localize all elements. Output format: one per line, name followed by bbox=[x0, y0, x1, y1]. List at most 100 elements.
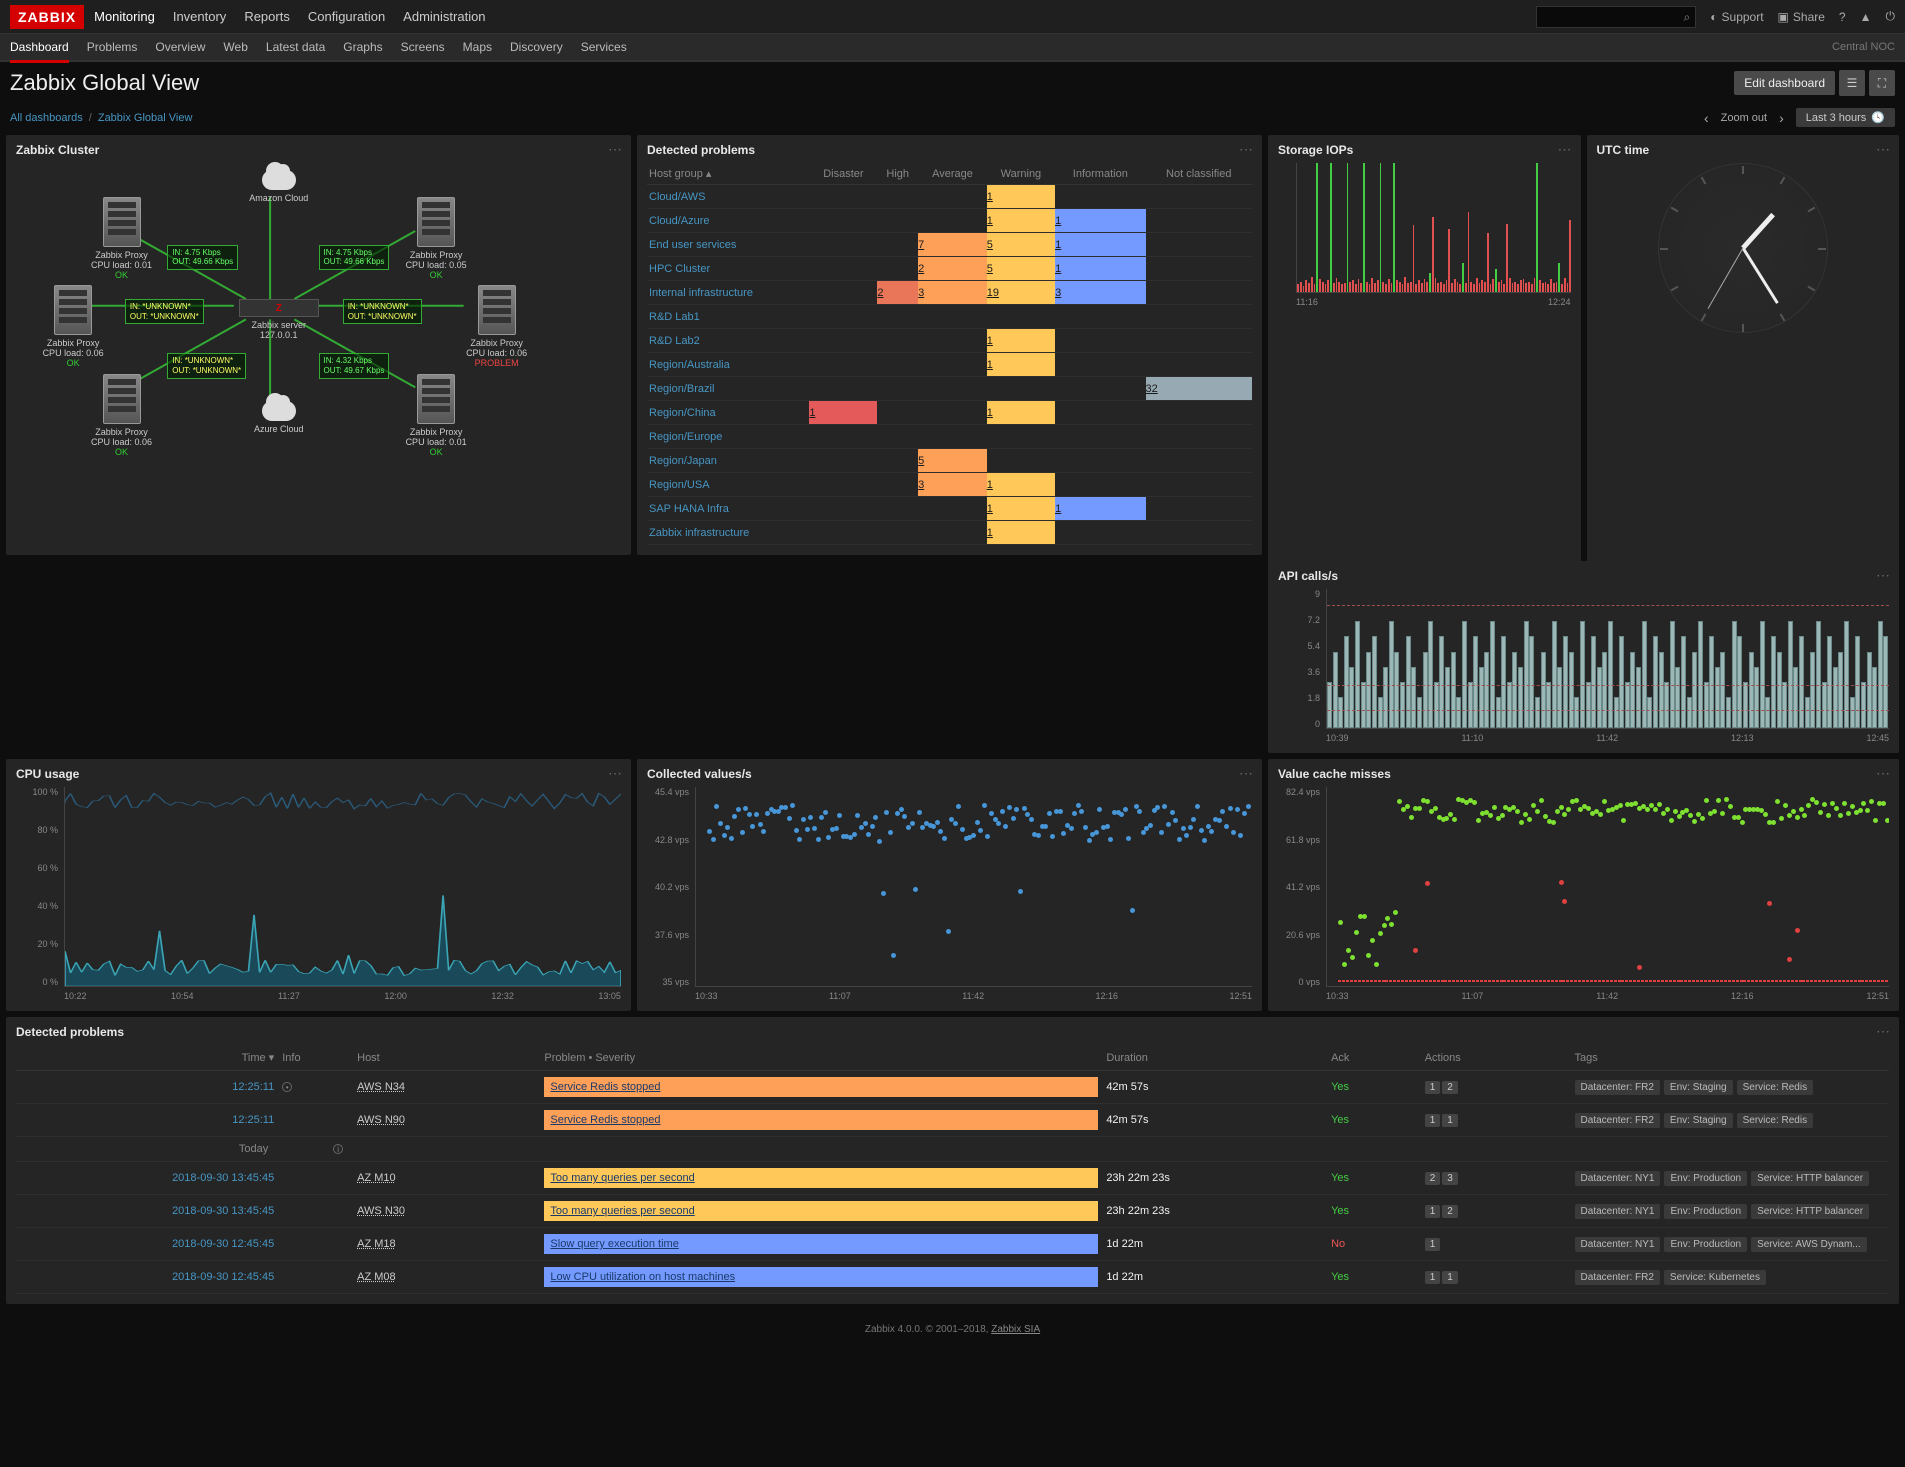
host-group-link[interactable]: Region/Europe bbox=[649, 431, 722, 443]
main-menu-item[interactable]: Configuration bbox=[308, 9, 385, 24]
action-badge[interactable]: 2 bbox=[1442, 1205, 1458, 1218]
action-badge[interactable]: 1 bbox=[1425, 1271, 1441, 1284]
time-prev-icon[interactable]: ‹ bbox=[1700, 110, 1713, 126]
cluster-node[interactable]: Zabbix ProxyCPU load: 0.06OK bbox=[28, 285, 118, 368]
widget-menu-icon[interactable]: ⋯ bbox=[1239, 141, 1254, 158]
host-group-link[interactable]: Cloud/Azure bbox=[649, 215, 710, 227]
host-group-link[interactable]: Region/Australia bbox=[649, 359, 730, 371]
cluster-node[interactable]: Zabbix ProxyCPU load: 0.06PROBLEM bbox=[452, 285, 542, 368]
action-badge[interactable]: 1 bbox=[1425, 1114, 1441, 1127]
tag[interactable]: Service: Redis bbox=[1737, 1113, 1813, 1128]
action-badge[interactable]: 1 bbox=[1442, 1114, 1458, 1127]
action-badge[interactable]: 2 bbox=[1442, 1081, 1458, 1094]
host-group-link[interactable]: Cloud/AWS bbox=[649, 191, 705, 203]
list-view-icon[interactable]: ☰ bbox=[1839, 70, 1865, 96]
host-link[interactable]: AZ M08 bbox=[357, 1271, 396, 1283]
tag[interactable]: Datacenter: NY1 bbox=[1575, 1237, 1661, 1252]
host-group-link[interactable]: Region/China bbox=[649, 407, 716, 419]
widget-menu-icon[interactable]: ⋯ bbox=[1876, 141, 1891, 158]
widget-menu-icon[interactable]: ⋯ bbox=[608, 141, 623, 158]
severity-cell[interactable]: 1 bbox=[809, 401, 877, 425]
severity-cell[interactable]: 1 bbox=[987, 185, 1055, 209]
sub-menu-item[interactable]: Overview bbox=[155, 40, 205, 55]
cluster-node[interactable]: Zabbix ProxyCPU load: 0.06OK bbox=[77, 374, 167, 457]
main-menu-item[interactable]: Reports bbox=[244, 9, 290, 24]
tag[interactable]: Datacenter: FR2 bbox=[1575, 1270, 1660, 1285]
cpu-chart[interactable]: 100 %80 %60 %40 %20 %0 % bbox=[16, 787, 621, 987]
severity-cell[interactable]: 19 bbox=[987, 281, 1055, 305]
sub-menu-item[interactable]: Maps bbox=[463, 40, 492, 55]
host-group-link[interactable]: Internal infrastructure bbox=[649, 287, 753, 299]
action-badge[interactable]: 2 bbox=[1425, 1172, 1441, 1185]
severity-cell[interactable]: 1 bbox=[987, 473, 1055, 497]
fullscreen-icon[interactable]: ⛶ bbox=[1869, 70, 1895, 96]
cluster-node[interactable]: ZZabbix server127.0.0.1 bbox=[234, 299, 324, 340]
severity-cell[interactable]: 2 bbox=[918, 257, 987, 281]
ack-link[interactable]: No bbox=[1327, 1228, 1421, 1261]
tag[interactable]: Env: Production bbox=[1664, 1171, 1747, 1186]
problem-link[interactable]: Slow query execution time bbox=[544, 1234, 1098, 1254]
main-menu-item[interactable]: Inventory bbox=[173, 9, 226, 24]
main-menu-item[interactable]: Administration bbox=[403, 9, 485, 24]
tag[interactable]: Env: Production bbox=[1664, 1204, 1747, 1219]
host-link[interactable]: AWS N90 bbox=[357, 1114, 405, 1126]
problem-time[interactable]: 2018-09-30 12:45:45 bbox=[16, 1261, 278, 1294]
severity-cell[interactable]: 5 bbox=[987, 257, 1055, 281]
severity-cell[interactable]: 1 bbox=[987, 329, 1055, 353]
severity-cell[interactable]: 1 bbox=[1055, 497, 1145, 521]
widget-menu-icon[interactable]: ⋯ bbox=[1876, 567, 1891, 584]
tag[interactable]: Datacenter: FR2 bbox=[1575, 1080, 1660, 1095]
severity-cell[interactable]: 2 bbox=[877, 281, 918, 305]
logo[interactable]: ZABBIX bbox=[10, 5, 84, 29]
power-icon[interactable]: ⏻ bbox=[1886, 9, 1896, 24]
coll-chart[interactable]: 45.4 vps42.8 vps40.2 vps37.6 vps35 vps bbox=[647, 787, 1252, 987]
cluster-node[interactable]: Zabbix ProxyCPU load: 0.01OK bbox=[391, 374, 481, 457]
action-badge[interactable]: 1 bbox=[1442, 1271, 1458, 1284]
ack-link[interactable]: Yes bbox=[1327, 1071, 1421, 1104]
cluster-node[interactable]: Zabbix ProxyCPU load: 0.01OK bbox=[77, 197, 167, 280]
breadcrumb-current[interactable]: Zabbix Global View bbox=[98, 112, 193, 124]
time-next-icon[interactable]: › bbox=[1775, 110, 1788, 126]
widget-menu-icon[interactable]: ⋯ bbox=[1876, 1023, 1891, 1040]
sub-menu-item[interactable]: Graphs bbox=[343, 40, 382, 55]
cluster-node[interactable]: Zabbix ProxyCPU load: 0.05OK bbox=[391, 197, 481, 280]
host-link[interactable]: AZ M18 bbox=[357, 1238, 396, 1250]
cluster-node[interactable]: Azure Cloud bbox=[234, 401, 324, 434]
footer-link[interactable]: Zabbix SIA bbox=[991, 1324, 1040, 1335]
problem-link[interactable]: Service Redis stopped bbox=[544, 1110, 1098, 1130]
edit-dashboard-button[interactable]: Edit dashboard bbox=[1734, 71, 1835, 95]
sub-menu-item[interactable]: Screens bbox=[401, 40, 445, 55]
action-badge[interactable]: 3 bbox=[1442, 1172, 1458, 1185]
zoom-out-button[interactable]: Zoom out bbox=[1721, 112, 1767, 124]
severity-cell[interactable]: 1 bbox=[987, 209, 1055, 233]
sub-menu-item[interactable]: Latest data bbox=[266, 40, 325, 55]
severity-cell[interactable]: 5 bbox=[918, 449, 987, 473]
severity-cell[interactable]: 1 bbox=[987, 401, 1055, 425]
tag[interactable]: Datacenter: FR2 bbox=[1575, 1113, 1660, 1128]
share-link[interactable]: ▣ Share bbox=[1778, 10, 1825, 24]
api-chart[interactable]: 97.25.43.61.80 bbox=[1278, 589, 1889, 729]
severity-cell[interactable]: 1 bbox=[1055, 233, 1145, 257]
problem-time[interactable]: 2018-09-30 13:45:45 bbox=[16, 1162, 278, 1195]
severity-cell[interactable]: 3 bbox=[1055, 281, 1145, 305]
tag[interactable]: Service: AWS Dynam... bbox=[1751, 1237, 1867, 1252]
sub-menu-item[interactable]: Problems bbox=[87, 40, 138, 55]
problem-link[interactable]: Service Redis stopped bbox=[544, 1077, 1098, 1097]
ack-link[interactable]: Yes bbox=[1327, 1162, 1421, 1195]
tag[interactable]: Datacenter: NY1 bbox=[1575, 1204, 1661, 1219]
tag[interactable]: Service: HTTP balancer bbox=[1751, 1171, 1869, 1186]
host-group-link[interactable]: SAP HANA Infra bbox=[649, 503, 729, 515]
problem-time[interactable]: 12:25:11 bbox=[16, 1071, 278, 1104]
ack-link[interactable]: Yes bbox=[1327, 1104, 1421, 1137]
widget-menu-icon[interactable]: ⋯ bbox=[1239, 765, 1254, 782]
sub-menu-item[interactable]: Web bbox=[223, 40, 247, 55]
help-icon[interactable]: ? bbox=[1839, 10, 1846, 24]
host-link[interactable]: AWS N34 bbox=[357, 1081, 405, 1093]
sub-menu-item[interactable]: Dashboard bbox=[10, 40, 69, 63]
cluster-map[interactable]: Amazon CloudAzure CloudZZabbix server127… bbox=[16, 163, 621, 503]
widget-menu-icon[interactable]: ⋯ bbox=[608, 765, 623, 782]
host-link[interactable]: AZ M10 bbox=[357, 1172, 396, 1184]
host-group-link[interactable]: Region/Brazil bbox=[649, 383, 714, 395]
search-icon[interactable]: ⌕ bbox=[1684, 10, 1691, 25]
problem-time[interactable]: 2018-09-30 13:45:45 bbox=[16, 1195, 278, 1228]
